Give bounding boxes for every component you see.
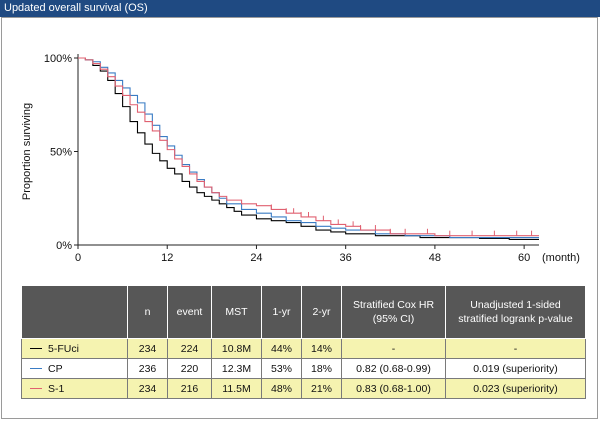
cell-mst: 12.3M [211,358,262,379]
arm-label: CP [48,362,63,375]
table-header-row: n event MST 1-yr 2-yr Stratified Cox HR … [21,285,586,339]
cell-1yr: 48% [261,378,302,399]
y-tick-label: 0% [56,240,72,252]
cell-n: 236 [127,358,168,379]
cell-p: 0.019 (superiority) [445,358,586,379]
arm-label: 5-FUci [48,342,79,355]
cell-hr: 0.83 (0.68-1.00) [341,378,446,399]
arm-cell: CP [21,358,128,379]
line-swatch [30,388,42,390]
line-swatch [30,348,42,350]
header-arm [21,285,128,339]
cell-1yr: 44% [261,338,302,359]
arm-label: S-1 [48,382,65,395]
table-row: S-1 234 216 11.5M 48% 21% 0.83 (0.68-1.0… [21,378,586,399]
cell-2yr: 21% [301,378,342,399]
cell-p: - [445,338,586,359]
y-tick-label: 50% [50,147,72,159]
header-2yr: 2-yr [301,285,342,339]
cell-n: 234 [127,338,168,359]
cell-2yr: 18% [301,358,342,379]
cell-mst: 11.5M [211,378,262,399]
curve-cp [78,57,539,239]
header-event: event [167,285,212,339]
cell-2yr: 14% [301,338,342,359]
x-unit-label: (month) [542,252,580,264]
cell-n: 234 [127,378,168,399]
cell-hr: 0.82 (0.68-0.99) [341,358,446,379]
header-mst: MST [211,285,262,339]
cell-p: 0.023 (superiority) [445,378,586,399]
header-logrank-p: Unadjusted 1-sided stratified logrank p-… [445,285,586,339]
survival-table: n event MST 1-yr 2-yr Stratified Cox HR … [21,285,586,399]
content-panel [1,17,598,419]
y-axis-label: Proportion surviving [21,103,33,200]
plot-area: 0% 50% 100% 0 12 24 36 48 60 (month) Proportion su… [21,53,580,264]
page-title: Updated overall survival (OS) [0,0,600,17]
line-swatch [30,368,42,370]
cell-event: 224 [167,338,212,359]
cell-hr: - [341,338,446,359]
survival-chart: 0% 50% 100% 0 12 24 36 48 60 (month) Proportion su… [21,53,580,264]
cell-1yr: 53% [261,358,302,379]
x-tick-label: 60 [518,252,530,264]
table-row: CP 236 220 12.3M 53% 18% 0.82 (0.68-0.99… [21,358,586,379]
header-cox-hr: Stratified Cox HR (95% CI) [341,285,446,339]
x-tick-label: 24 [250,252,262,264]
header-n: n [127,285,168,339]
header-1yr: 1-yr [261,285,302,339]
cell-event: 216 [167,378,212,399]
arm-cell: 5-FUci [21,338,128,359]
x-tick-label: 48 [429,252,441,264]
curve-s-1 [78,57,539,237]
cell-event: 220 [167,358,212,379]
x-tick-label: 12 [161,252,173,264]
arm-cell: S-1 [21,378,128,399]
x-tick-label: 0 [75,252,81,264]
y-tick-label: 100% [44,53,72,65]
x-tick-label: 36 [340,252,352,264]
cell-mst: 10.8M [211,338,262,359]
table-row: 5-FUci 234 224 10.8M 44% 14% - - [21,338,586,359]
